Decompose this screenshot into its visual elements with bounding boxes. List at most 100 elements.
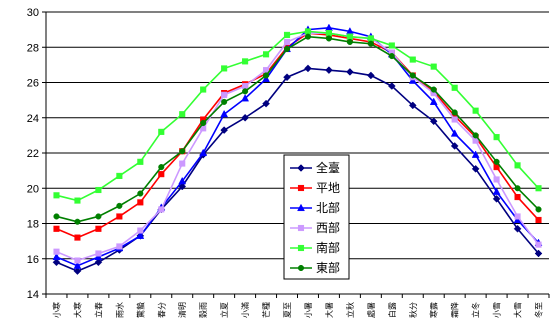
data-point bbox=[158, 128, 165, 135]
data-point bbox=[514, 194, 521, 201]
data-point bbox=[53, 213, 60, 220]
legend-item: 東部 bbox=[290, 260, 340, 275]
x-tick-label: 春分 bbox=[156, 302, 166, 318]
data-point bbox=[53, 225, 60, 232]
data-point bbox=[74, 257, 81, 264]
data-point bbox=[492, 194, 501, 203]
data-point bbox=[535, 216, 542, 224]
data-point bbox=[242, 58, 249, 65]
data-point bbox=[221, 65, 228, 72]
x-tick-label: 大寒 bbox=[72, 302, 82, 318]
data-point bbox=[534, 249, 543, 258]
legend-label: 西部 bbox=[316, 220, 340, 235]
y-tick-label: 18 bbox=[27, 219, 39, 231]
data-point bbox=[199, 148, 208, 157]
data-point bbox=[283, 31, 291, 38]
x-tick-label: 小暑 bbox=[304, 302, 313, 318]
series-5 bbox=[53, 28, 542, 204]
legend-swatch-marker bbox=[297, 224, 305, 232]
data-point bbox=[137, 227, 144, 234]
data-point bbox=[241, 94, 250, 102]
x-tick-label: 驚蟄 bbox=[135, 302, 145, 318]
series-line bbox=[56, 32, 540, 262]
x-tick-label: 秋分 bbox=[408, 302, 418, 318]
data-point bbox=[325, 35, 332, 42]
x-tick-label: 雨水 bbox=[114, 302, 124, 318]
x-tick-label: 大雪 bbox=[513, 302, 523, 318]
y-tick-label: 14 bbox=[27, 289, 39, 301]
data-point bbox=[472, 107, 479, 114]
data-point bbox=[178, 176, 187, 185]
data-point bbox=[158, 171, 165, 178]
data-point bbox=[346, 33, 353, 40]
legend-swatch-marker bbox=[297, 184, 305, 192]
y-tick-label: 22 bbox=[27, 148, 39, 160]
data-point bbox=[137, 199, 144, 206]
y-tick-label: 28 bbox=[27, 42, 39, 54]
data-point bbox=[179, 148, 186, 155]
data-point bbox=[242, 82, 249, 90]
data-point bbox=[429, 97, 438, 105]
data-point bbox=[221, 98, 228, 105]
data-point bbox=[325, 30, 332, 37]
data-point bbox=[52, 258, 61, 267]
series-line bbox=[56, 27, 540, 267]
series-6 bbox=[53, 33, 542, 225]
x-tick-label: 立秋 bbox=[345, 302, 355, 318]
legend-label: 北部 bbox=[316, 200, 340, 215]
data-point bbox=[73, 261, 82, 269]
data-point bbox=[409, 56, 416, 63]
data-point bbox=[408, 101, 417, 110]
data-point bbox=[95, 213, 102, 220]
x-tick-label: 立冬 bbox=[471, 302, 481, 318]
data-point bbox=[137, 158, 144, 165]
data-point bbox=[493, 176, 500, 183]
legend-item: 北部 bbox=[290, 200, 340, 215]
data-point bbox=[471, 150, 480, 158]
data-point bbox=[95, 250, 102, 257]
x-tick-label: 小寒 bbox=[51, 302, 61, 318]
data-point bbox=[283, 45, 291, 53]
legend-label: 南部 bbox=[316, 240, 340, 255]
data-point bbox=[74, 197, 81, 204]
data-point bbox=[179, 111, 186, 118]
legend-swatch-marker bbox=[297, 244, 305, 252]
data-point bbox=[492, 187, 501, 195]
data-point bbox=[535, 241, 542, 248]
data-point bbox=[450, 129, 459, 137]
data-point bbox=[514, 213, 521, 220]
legend-item: 平地 bbox=[290, 181, 340, 195]
x-tick-label: 清明 bbox=[177, 302, 187, 318]
data-point bbox=[95, 225, 102, 232]
data-point bbox=[304, 64, 312, 73]
data-point bbox=[74, 234, 81, 241]
data-point bbox=[346, 38, 353, 46]
x-tick-label: 大暑 bbox=[324, 302, 334, 318]
legend-swatch-marker bbox=[297, 164, 305, 172]
y-tick-label: 16 bbox=[27, 254, 39, 266]
data-point bbox=[221, 91, 228, 98]
data-point bbox=[346, 68, 354, 76]
data-point bbox=[451, 116, 458, 123]
series-line bbox=[56, 30, 540, 202]
legend-label: 平地 bbox=[316, 181, 340, 195]
y-tick-label: 20 bbox=[27, 183, 39, 195]
series-group bbox=[52, 23, 543, 275]
data-point bbox=[472, 132, 479, 139]
data-point bbox=[367, 71, 375, 80]
data-point bbox=[220, 109, 229, 118]
grid bbox=[46, 11, 549, 295]
data-point bbox=[53, 192, 60, 199]
data-point bbox=[471, 165, 480, 173]
data-point bbox=[513, 224, 522, 233]
y-axis-ticks: 14 16 18 20 22 24 26 28 30 bbox=[27, 7, 39, 301]
data-point bbox=[304, 28, 312, 35]
data-point bbox=[283, 38, 291, 46]
data-point bbox=[73, 267, 82, 275]
data-point bbox=[262, 99, 270, 108]
data-point bbox=[451, 84, 458, 91]
x-tick-label: 立春 bbox=[93, 302, 103, 318]
data-point bbox=[429, 117, 438, 126]
